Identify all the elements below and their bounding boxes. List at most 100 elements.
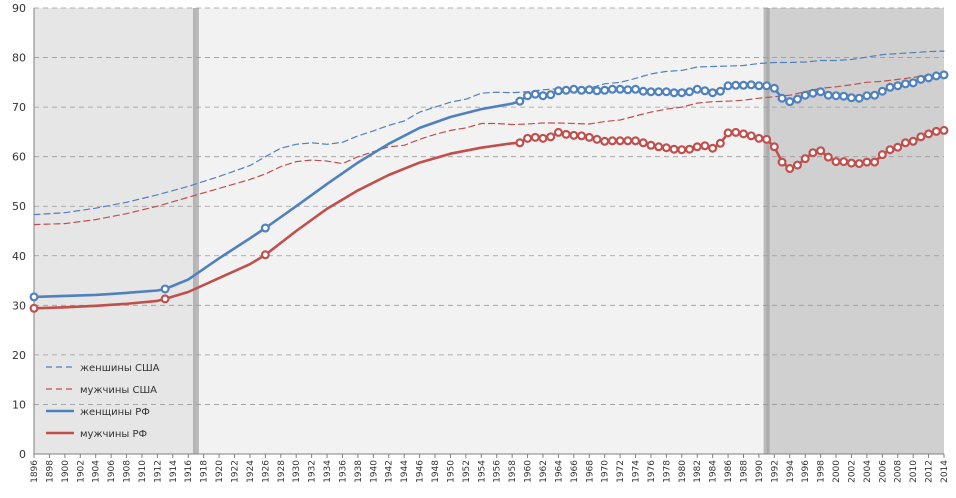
series-3-point-2000 <box>831 157 841 167</box>
series-2-point-1976 <box>646 87 656 97</box>
series-2-point-1993 <box>777 93 787 103</box>
series-2-point-1983 <box>700 86 710 96</box>
series-2-point-1960 <box>523 91 533 101</box>
x-tick-label-1988: 1988 <box>739 460 749 483</box>
y-axis-ticks: 0 10 20 30 40 50 60 70 80 90 <box>12 2 26 461</box>
x-tick-label-1938: 1938 <box>354 460 364 483</box>
x-tick-label-1952: 1952 <box>462 460 472 483</box>
y-tick-label-70: 70 <box>12 101 26 114</box>
series-2-point-2003 <box>854 93 864 103</box>
x-tick-label-1976: 1976 <box>647 460 657 483</box>
x-tick-label-1968: 1968 <box>585 460 595 483</box>
series-2-point-2010 <box>908 78 918 88</box>
series-2-point-2007 <box>885 82 895 92</box>
series-3-point-2006 <box>877 150 887 160</box>
series-2-point-1985 <box>715 86 725 96</box>
series-3-point-2010 <box>908 136 918 146</box>
series-3-point-1981 <box>685 144 695 154</box>
series-3-point-2005 <box>870 157 880 167</box>
series-2-point-1965 <box>561 85 571 95</box>
x-tick-label-1924: 1924 <box>246 460 256 483</box>
series-3-point-1985 <box>715 138 725 148</box>
x-tick-label-1966: 1966 <box>570 460 580 483</box>
series-3-point-1969 <box>592 134 602 144</box>
series-3-point-2013 <box>931 126 941 136</box>
x-tick-label-1954: 1954 <box>477 460 487 483</box>
x-tick-label-1908: 1908 <box>123 460 133 483</box>
series-3-point-1993 <box>777 157 787 167</box>
x-tick-label-1996: 1996 <box>801 460 811 483</box>
series-2-point-1966 <box>569 84 579 94</box>
series-2-point-1980 <box>677 88 687 98</box>
x-tick-label-1910: 1910 <box>138 460 148 483</box>
series-3-point-2009 <box>900 138 910 148</box>
series-3-point-1989 <box>746 131 756 141</box>
x-tick-label-1944: 1944 <box>400 460 410 483</box>
legend: женшины США мужчины США женщины РФ мужчины … <box>46 363 160 440</box>
series-2-point-1997 <box>808 88 818 98</box>
x-tick-label-1934: 1934 <box>323 460 333 483</box>
axes <box>33 8 944 455</box>
series-3-point-2014 <box>939 125 949 135</box>
series-2-point-1991 <box>762 81 772 91</box>
x-tick-label-1994: 1994 <box>786 460 796 483</box>
series-2-point-1989 <box>746 80 756 90</box>
series-2-point-2012 <box>924 73 934 83</box>
series-2-point-1973 <box>623 85 633 95</box>
legend-label-1: мужчины США <box>80 385 157 396</box>
y-tick-label-0: 0 <box>19 448 26 461</box>
series-2-point-1896 <box>29 292 39 302</box>
series-2-point-2008 <box>893 81 903 91</box>
legend-label-3: мужчины РФ <box>80 429 148 440</box>
x-tick-label-1904: 1904 <box>92 460 102 483</box>
series-2-point-2001 <box>839 91 849 101</box>
series-2-point-1987 <box>731 80 741 90</box>
series-3-point-1966 <box>569 130 579 140</box>
x-tick-label-1964: 1964 <box>554 460 564 483</box>
y-tick-label-80: 80 <box>12 52 26 65</box>
series-2-point-1971 <box>607 84 617 94</box>
series-3-point-1996 <box>800 154 810 164</box>
series-3-point-2012 <box>924 129 934 139</box>
series-3-point-1959 <box>515 138 525 148</box>
series-3-point-1972 <box>615 136 625 146</box>
series-2-point-1994 <box>785 97 795 107</box>
series-3-point-1964 <box>553 127 563 137</box>
gridlines <box>34 7 944 405</box>
y-tick-label-10: 10 <box>12 398 26 411</box>
series-3-point-1965 <box>561 129 571 139</box>
x-tick-label-1912: 1912 <box>153 460 163 483</box>
series-2-point-2009 <box>900 79 910 89</box>
series-3-point-1978 <box>661 143 671 153</box>
series-2-point-1972 <box>615 84 625 94</box>
x-tick-label-2012: 2012 <box>925 460 935 483</box>
x-tick-label-2006: 2006 <box>878 460 888 483</box>
series-3-point-1998 <box>816 146 826 156</box>
series-2-point-1986 <box>723 81 733 91</box>
series-3-point-1926 <box>260 250 270 260</box>
series-3-point-1980 <box>677 145 687 155</box>
series-2-point-1968 <box>584 85 594 95</box>
series-2-point-1975 <box>638 86 648 96</box>
series-3-point-1992 <box>769 142 779 152</box>
x-tick-label-1950: 1950 <box>446 460 456 483</box>
shaded-period-0 <box>34 8 196 454</box>
series-3-point-1990 <box>754 133 764 143</box>
series-3-point-1997 <box>808 148 818 158</box>
legend-label-2: женщины РФ <box>80 407 150 418</box>
series-2-point-1969 <box>592 86 602 96</box>
x-tick-label-1956: 1956 <box>493 460 503 483</box>
series-2-point-1962 <box>538 91 548 101</box>
series-3-point-2003 <box>854 159 864 169</box>
x-tick-label-1972: 1972 <box>616 460 626 483</box>
x-tick-label-1962: 1962 <box>539 460 549 483</box>
x-tick-label-1982: 1982 <box>693 460 703 483</box>
x-tick-label-1932: 1932 <box>308 460 318 483</box>
series-2-point-2013 <box>931 71 941 81</box>
series-2-point-1996 <box>800 90 810 100</box>
series-3-point-1971 <box>607 136 617 146</box>
period-separator-0 <box>192 8 199 454</box>
x-tick-label-1970: 1970 <box>601 460 611 483</box>
x-tick-label-1990: 1990 <box>755 460 765 483</box>
x-tick-label-2002: 2002 <box>847 460 857 483</box>
